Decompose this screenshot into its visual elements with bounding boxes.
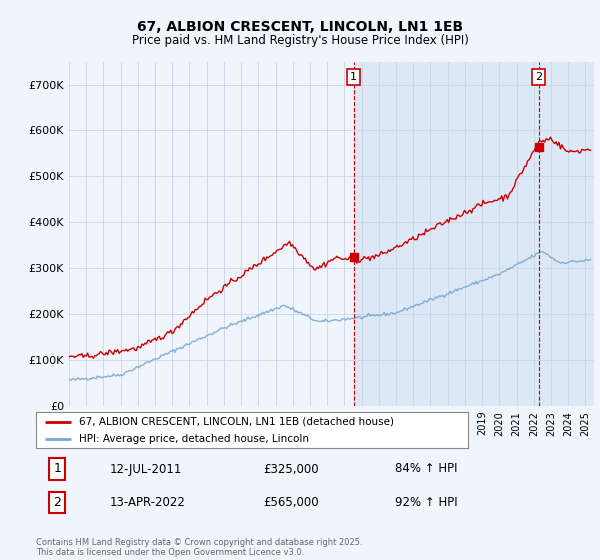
Text: 2: 2 <box>53 496 61 509</box>
Text: 2: 2 <box>535 72 542 82</box>
Text: 92% ↑ HPI: 92% ↑ HPI <box>395 496 458 509</box>
Text: 1: 1 <box>53 463 61 475</box>
Text: 84% ↑ HPI: 84% ↑ HPI <box>395 463 458 475</box>
Text: 67, ALBION CRESCENT, LINCOLN, LN1 1EB (detached house): 67, ALBION CRESCENT, LINCOLN, LN1 1EB (d… <box>79 417 394 427</box>
Text: 67, ALBION CRESCENT, LINCOLN, LN1 1EB: 67, ALBION CRESCENT, LINCOLN, LN1 1EB <box>137 20 463 34</box>
Text: HPI: Average price, detached house, Lincoln: HPI: Average price, detached house, Linc… <box>79 434 309 444</box>
Text: 1: 1 <box>350 72 357 82</box>
Text: Contains HM Land Registry data © Crown copyright and database right 2025.
This d: Contains HM Land Registry data © Crown c… <box>36 538 362 557</box>
Text: 13-APR-2022: 13-APR-2022 <box>110 496 186 509</box>
Text: £325,000: £325,000 <box>263 463 319 475</box>
Text: 12-JUL-2011: 12-JUL-2011 <box>110 463 182 475</box>
Text: £565,000: £565,000 <box>263 496 319 509</box>
Bar <box>353 62 594 406</box>
Text: Price paid vs. HM Land Registry's House Price Index (HPI): Price paid vs. HM Land Registry's House … <box>131 34 469 46</box>
